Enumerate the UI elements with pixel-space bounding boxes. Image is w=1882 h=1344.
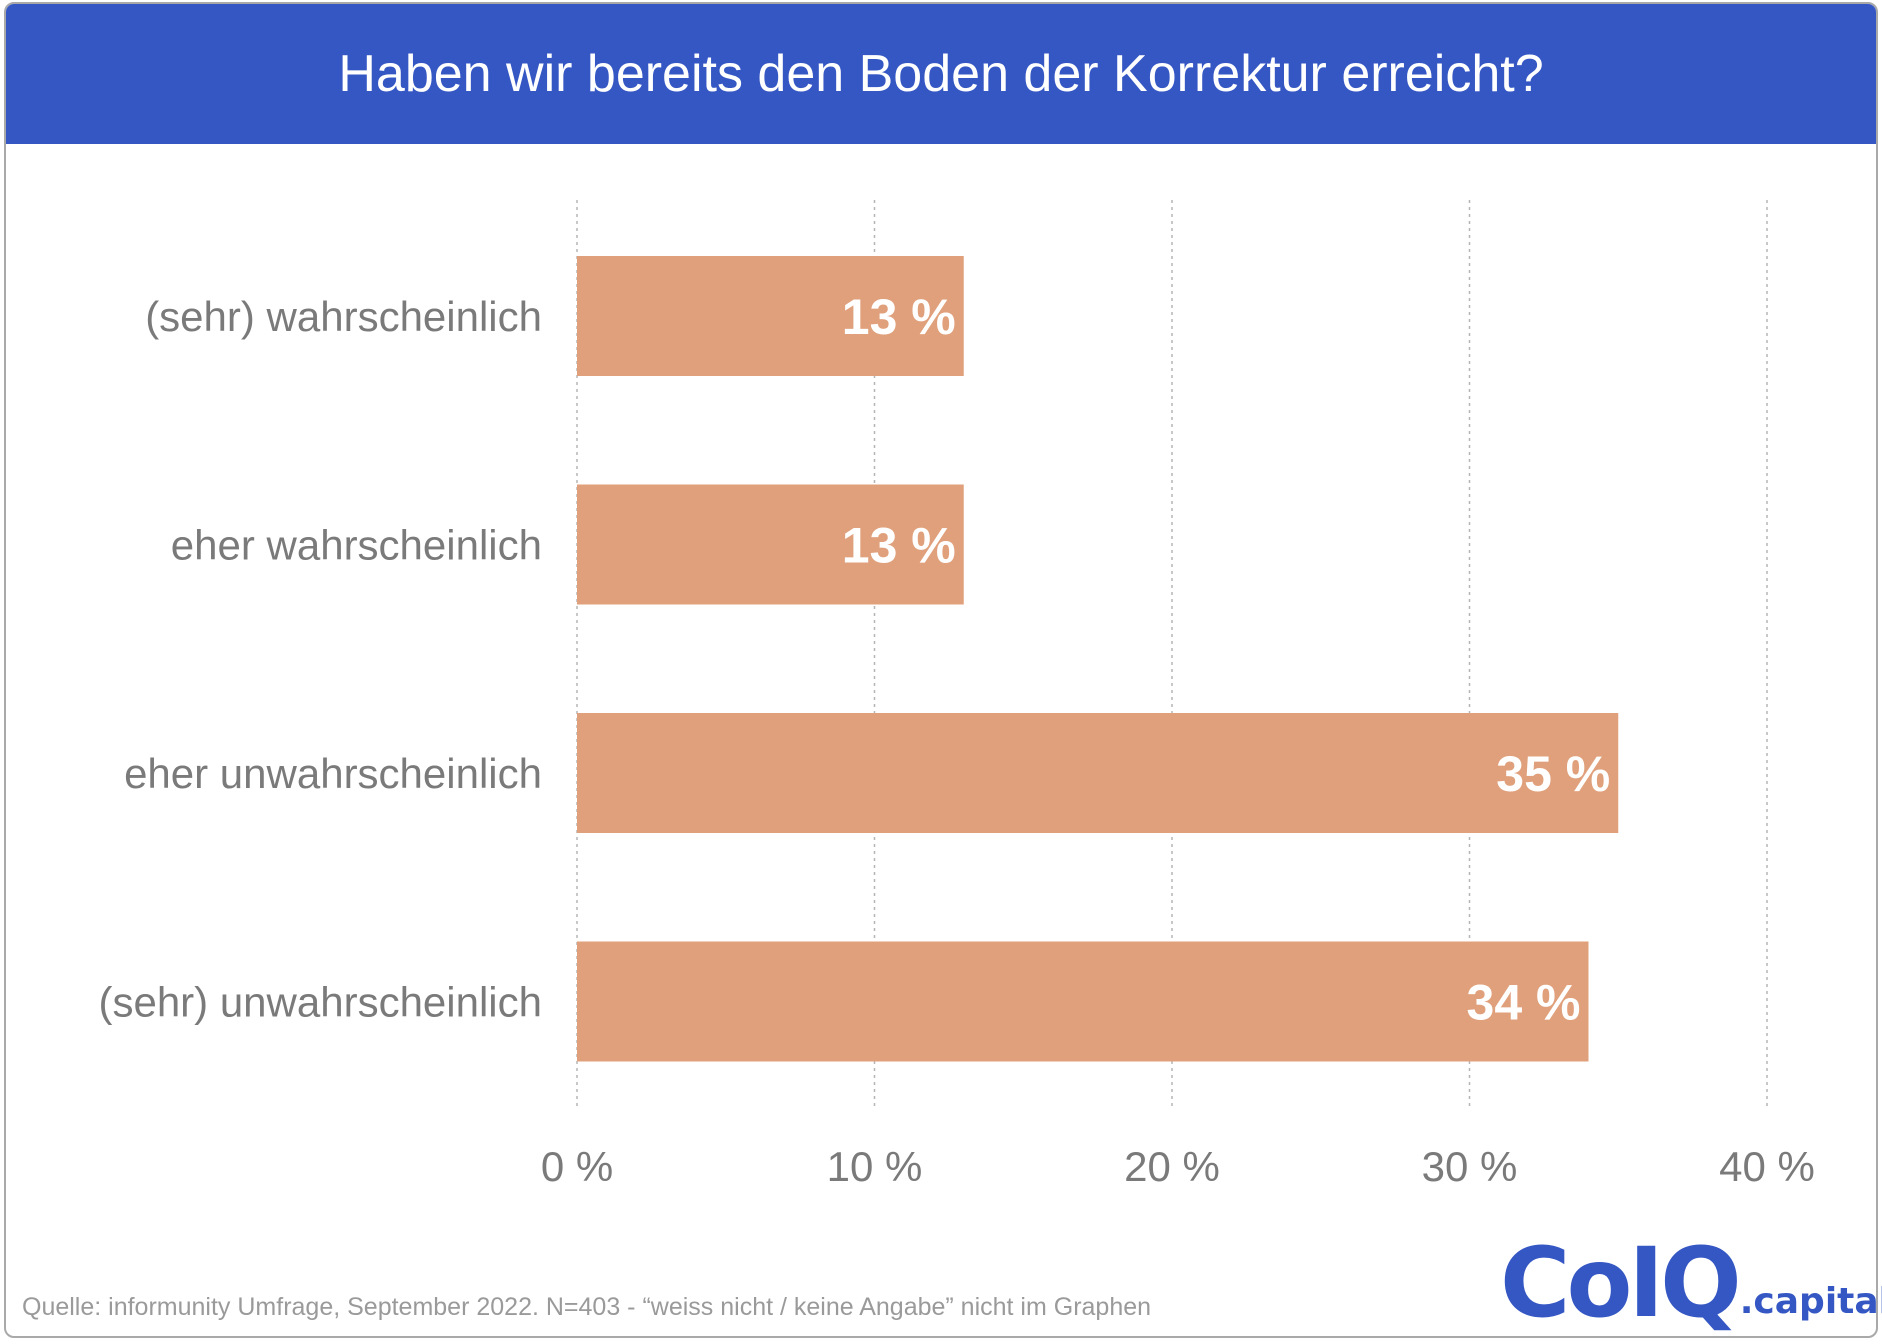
chart-frame: Haben wir bereits den Boden der Korrektu… <box>4 2 1878 1338</box>
category-label: (sehr) unwahrscheinlich <box>98 979 542 1026</box>
x-tick-label: 10 % <box>827 1143 923 1190</box>
chart-title: Haben wir bereits den Boden der Korrektu… <box>338 45 1544 103</box>
bar <box>577 484 964 605</box>
category-label: (sehr) wahrscheinlich <box>145 293 542 340</box>
x-tick-label: 30 % <box>1422 1143 1518 1190</box>
data-label: 35 % <box>1496 746 1610 802</box>
brand-logo: CoIQ .capital <box>1500 1227 1882 1339</box>
bar <box>577 713 1619 833</box>
bar <box>577 256 964 376</box>
header-bar: Haben wir bereits den Boden der Korrektu… <box>6 4 1876 144</box>
bar <box>577 941 1589 1062</box>
category-label: eher unwahrscheinlich <box>124 750 542 797</box>
source-note: Quelle: informunity Umfrage, September 2… <box>22 1293 1152 1321</box>
logo-suffix-text: .capital <box>1739 1281 1882 1322</box>
x-tick-label: 0 % <box>541 1143 613 1190</box>
x-tick-label: 20 % <box>1124 1143 1220 1190</box>
category-label: eher wahrscheinlich <box>171 522 542 569</box>
logo-main-text: CoIQ <box>1500 1227 1742 1339</box>
data-label: 13 % <box>842 289 956 345</box>
x-tick-label: 40 % <box>1719 1143 1815 1190</box>
data-label: 34 % <box>1467 975 1581 1031</box>
data-label: 13 % <box>842 518 956 574</box>
